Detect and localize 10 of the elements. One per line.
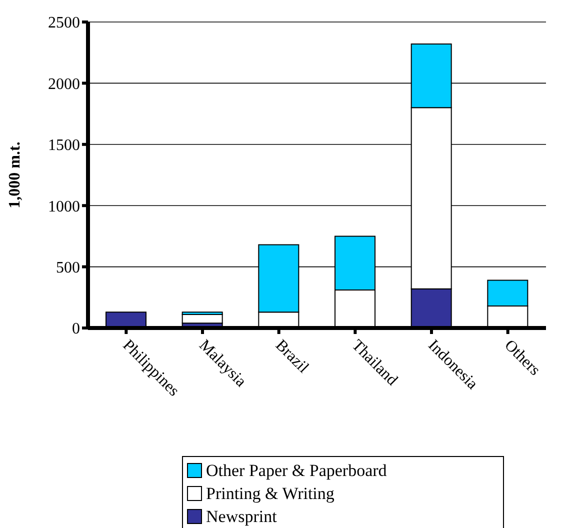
legend-label: Printing & Writing — [206, 483, 334, 505]
y-tick-label: 1500 — [48, 137, 80, 154]
y-tick-label: 500 — [56, 259, 80, 276]
legend-label: Newsprint — [206, 506, 277, 528]
y-tick-label: 1000 — [48, 198, 80, 216]
y-tick-label: 0 — [72, 320, 80, 338]
legend-label: Other Paper & Paperboard — [206, 460, 387, 482]
y-tick-label: 2000 — [48, 76, 80, 93]
y-axis-title: 1,000 m.t. — [6, 142, 24, 208]
y-tick-label: 2500 — [48, 14, 80, 32]
